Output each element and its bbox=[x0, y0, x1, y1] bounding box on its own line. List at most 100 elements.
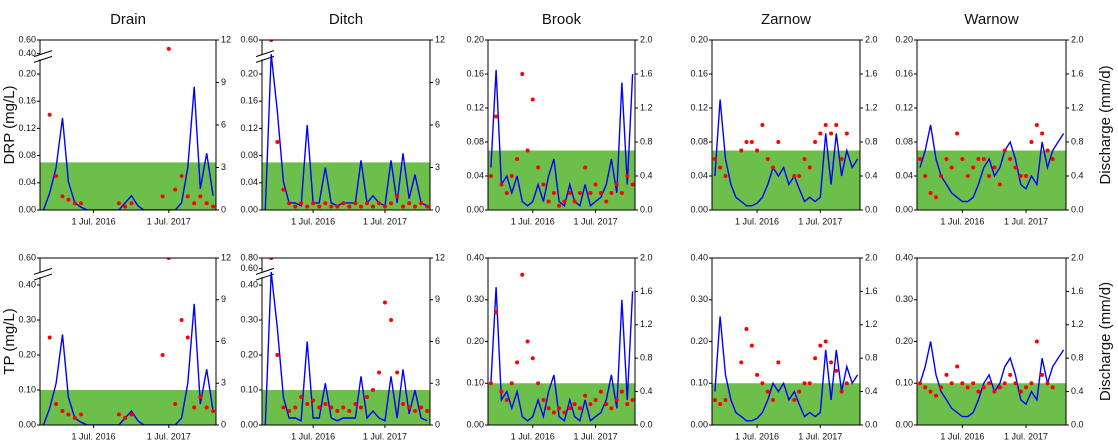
y2-tick-label: 2.0 bbox=[1071, 34, 1084, 44]
concentration-point bbox=[792, 174, 797, 178]
y-tick-label: 0.00 bbox=[240, 204, 258, 214]
panel: 0.00 0.10 0.20 0.30 0.40 0.0 0.4 0.8 1.2 1.6 2.0 1 … bbox=[895, 252, 1114, 441]
concentration-point bbox=[323, 201, 328, 206]
concentration-point bbox=[776, 360, 781, 365]
concentration-point bbox=[509, 174, 514, 178]
concentration-point bbox=[718, 402, 723, 407]
concentration-point bbox=[60, 194, 65, 199]
concentration-point bbox=[718, 165, 723, 170]
concentration-point bbox=[377, 370, 382, 375]
concentration-point bbox=[813, 140, 818, 144]
y2-tick-label: 0.4 bbox=[640, 386, 653, 396]
concentration-point bbox=[630, 182, 635, 187]
y-tick-label: 0.20 bbox=[18, 349, 36, 359]
concentration-point bbox=[541, 397, 546, 402]
y2-tick-label: 1.6 bbox=[640, 286, 653, 296]
concentration-point bbox=[976, 157, 981, 161]
concentration-point bbox=[311, 201, 316, 206]
concentration-point bbox=[515, 157, 520, 161]
x-tick-label: 1 Jul. 2016 bbox=[291, 216, 335, 226]
concentration-point bbox=[1034, 123, 1039, 127]
concentration-point bbox=[944, 157, 949, 161]
concentration-point bbox=[520, 72, 525, 76]
concentration-point bbox=[54, 174, 59, 178]
y-tick-label: 0.30 bbox=[18, 314, 36, 324]
y2-tick-label: 0 bbox=[435, 419, 440, 429]
y-tick-label: 0.04 bbox=[466, 170, 484, 180]
concentration-point bbox=[818, 131, 823, 136]
concentration-point bbox=[604, 199, 609, 204]
concentration-point bbox=[1045, 148, 1050, 153]
concentration-point bbox=[305, 204, 310, 209]
concentration-point bbox=[619, 191, 624, 195]
concentration-point bbox=[1002, 148, 1007, 153]
concentration-point bbox=[488, 174, 493, 178]
concentration-point bbox=[179, 174, 184, 178]
concentration-point bbox=[567, 406, 572, 411]
y-tick-label: 0.16 bbox=[240, 96, 258, 106]
break-mark bbox=[33, 55, 53, 63]
concentration-point bbox=[179, 318, 184, 323]
y-tick-label: 0.08 bbox=[466, 136, 484, 146]
concentration-point bbox=[1002, 381, 1007, 386]
discharge-line bbox=[490, 287, 634, 423]
concentration-point bbox=[923, 385, 928, 390]
panel-title: Drain bbox=[110, 11, 146, 28]
y-tick-label: 0.20 bbox=[18, 68, 36, 78]
concentration-point bbox=[1040, 131, 1045, 136]
concentration-point bbox=[609, 406, 614, 411]
concentration-point bbox=[844, 381, 849, 386]
x-tick-label: 1 Jul. 2016 bbox=[511, 216, 555, 226]
concentration-point bbox=[739, 360, 744, 365]
panel: 0.00 0.04 0.08 0.12 0.16 0.20 0.0 0.4 0.8 1.2 1.6 2… bbox=[690, 11, 877, 226]
y-tick-label: 0.40 bbox=[466, 252, 484, 262]
y2-tick-label: 6 bbox=[435, 119, 440, 129]
y-tick-label: 0.20 bbox=[690, 336, 708, 346]
concentration-point bbox=[987, 381, 992, 386]
y-tick-label: 0.04 bbox=[240, 177, 258, 187]
concentration-point bbox=[551, 191, 556, 195]
discharge-line bbox=[919, 341, 1065, 418]
y2-axis-label: Discharge (mm/d) bbox=[1097, 282, 1114, 401]
discharge-line bbox=[714, 99, 859, 207]
y-tick-label: 0.00 bbox=[895, 204, 913, 214]
concentration-point bbox=[293, 204, 298, 209]
concentration-point bbox=[755, 148, 760, 153]
discharge-line bbox=[42, 303, 214, 425]
x-tick-label: 1 Jul. 2017 bbox=[798, 431, 842, 441]
concentration-point bbox=[323, 402, 328, 407]
discharge-line bbox=[919, 124, 1065, 203]
y2-tick-label: 0.4 bbox=[865, 170, 878, 180]
concentration-point bbox=[311, 398, 316, 403]
concentration-point bbox=[198, 194, 203, 199]
y2-tick-label: 9 bbox=[221, 294, 226, 304]
concentration-point bbox=[173, 402, 178, 407]
concentration-point bbox=[614, 397, 619, 402]
concentration-point bbox=[971, 165, 976, 170]
y2-tick-label: 12 bbox=[221, 34, 231, 44]
x-tick-label: 1 Jul. 2017 bbox=[574, 431, 618, 441]
concentration-point bbox=[917, 157, 922, 161]
y2-tick-label: 0.8 bbox=[865, 136, 878, 146]
break-mark bbox=[33, 273, 53, 281]
concentration-point bbox=[598, 191, 603, 195]
y-tick-label: 0.12 bbox=[690, 102, 708, 112]
concentration-point bbox=[997, 385, 1002, 390]
concentration-point bbox=[204, 201, 209, 206]
concentration-point bbox=[823, 339, 828, 344]
concentration-point bbox=[917, 381, 922, 386]
x-tick-label: 1 Jul. 2016 bbox=[291, 431, 335, 441]
panel: 0.00 0.10 0.20 0.30 0.40 0.600.80 0 3 6 9 12 1 Jul.… bbox=[240, 252, 445, 441]
y-tick-label: 0.16 bbox=[466, 68, 484, 78]
y2-tick-label: 0.8 bbox=[1071, 136, 1084, 146]
y2-tick-label: 1.2 bbox=[1071, 319, 1084, 329]
x-tick-label: 1 Jul. 2017 bbox=[1004, 216, 1048, 226]
concentration-point bbox=[944, 372, 949, 377]
panel: 0.00 0.04 0.08 0.12 0.16 0.20 0.0 0.4 0.8 1.2 1.6 2… bbox=[466, 11, 652, 226]
concentration-point bbox=[419, 405, 424, 410]
y2-tick-label: 6 bbox=[221, 119, 226, 129]
y-tick-label: 0.04 bbox=[690, 170, 708, 180]
concentration-point bbox=[1013, 381, 1018, 386]
concentration-point bbox=[955, 364, 960, 369]
y-tick-label: 0.60 bbox=[240, 34, 258, 44]
